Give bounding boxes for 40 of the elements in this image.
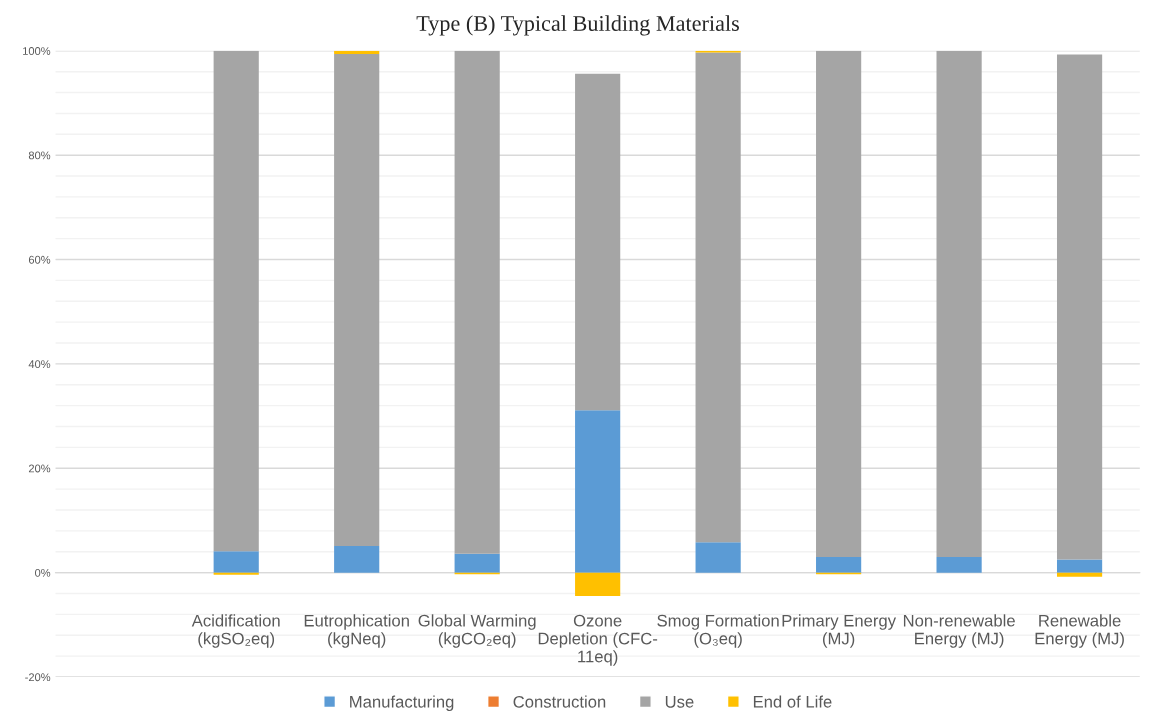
legend-label: End of Life [753, 695, 832, 708]
y-tick-label: -20% [25, 673, 51, 682]
x-tick-label: Ozone Depletion (CFC- 11eq) [538, 614, 658, 666]
bar [213, 50, 259, 552]
y-tick-label: 20% [28, 464, 51, 473]
y-tick-label: 60% [28, 255, 51, 264]
bar [575, 410, 621, 573]
x-tick-label: Non-renewable Energy (MJ) [903, 614, 1015, 648]
bar [334, 53, 380, 547]
bar [695, 542, 741, 573]
x-tick-label: Eutrophication (kgNeq) [304, 614, 409, 648]
bar [334, 50, 380, 54]
bar [1056, 559, 1103, 573]
bar [936, 556, 982, 573]
bar [213, 572, 259, 575]
bar [1056, 572, 1103, 577]
bar [695, 52, 741, 543]
y-tick-label: 40% [28, 360, 51, 369]
y-tick-label: 0% [35, 568, 51, 577]
bar [575, 572, 621, 597]
bar [213, 551, 259, 573]
x-tick-label: Global Warming (kgCO₂eq) [418, 614, 536, 648]
bar [454, 553, 500, 573]
x-tick-label: Acidification (kgSO₂eq) [191, 614, 280, 648]
bar [334, 546, 380, 573]
x-tick-label: Smog Formation (O₃eq) [657, 614, 779, 648]
legend-label: Construction [513, 695, 606, 708]
bar [936, 50, 982, 557]
bar [575, 73, 621, 411]
x-tick-label: Primary Energy (MJ) [782, 614, 897, 648]
y-tick-label: 80% [28, 151, 51, 160]
legend-label: Use [665, 696, 694, 708]
bar [454, 50, 500, 554]
chart-title: Type (B) Typical Building Materials [416, 15, 739, 36]
legend-label: Manufacturing [350, 695, 454, 711]
bar [816, 50, 862, 557]
x-tick-label: Renewable Energy (MJ) [1035, 614, 1124, 648]
bar [816, 556, 862, 573]
y-tick-label: 100% [23, 47, 51, 55]
bar [1056, 54, 1103, 560]
